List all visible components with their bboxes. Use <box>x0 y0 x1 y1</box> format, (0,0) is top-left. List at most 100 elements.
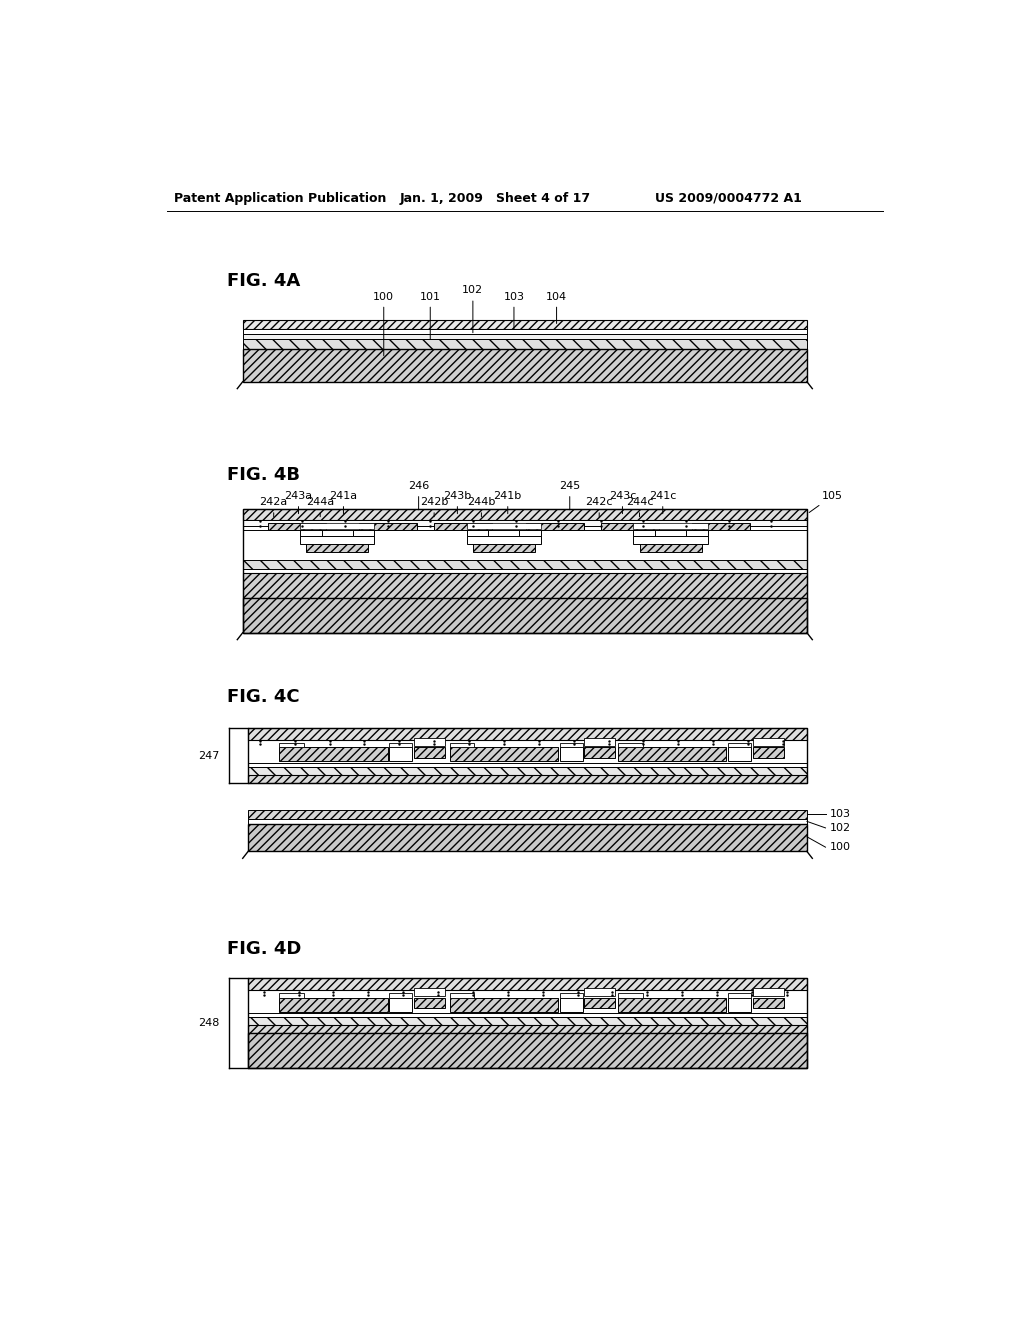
Bar <box>617 743 643 747</box>
Bar <box>450 998 558 1011</box>
Bar <box>640 544 701 552</box>
Bar <box>467 536 541 544</box>
Bar <box>280 747 388 762</box>
Bar <box>585 989 615 997</box>
Bar <box>306 544 369 552</box>
Bar <box>389 998 413 1011</box>
Text: 244b: 244b <box>467 498 496 516</box>
Text: FIG. 4A: FIG. 4A <box>227 272 300 290</box>
Text: US 2009/0004772 A1: US 2009/0004772 A1 <box>655 191 802 205</box>
Bar <box>519 531 541 536</box>
Bar <box>243 321 807 329</box>
Text: 104: 104 <box>546 292 567 323</box>
Bar <box>248 818 807 825</box>
Bar <box>248 1016 807 1026</box>
Bar <box>633 536 708 544</box>
Text: 242a: 242a <box>259 498 288 516</box>
Text: 103: 103 <box>829 809 850 820</box>
Bar <box>243 339 807 350</box>
Bar <box>585 747 615 758</box>
Bar <box>450 743 474 747</box>
Text: Patent Application Publication: Patent Application Publication <box>174 191 387 205</box>
Text: FIG. 4D: FIG. 4D <box>227 940 302 958</box>
Bar <box>248 1026 807 1034</box>
Text: 100: 100 <box>829 842 850 853</box>
Bar <box>692 523 751 531</box>
Bar <box>248 1034 807 1068</box>
Text: 244a: 244a <box>306 498 334 516</box>
Bar <box>728 993 751 998</box>
Bar <box>728 998 751 1011</box>
Text: 247: 247 <box>198 751 219 760</box>
Bar <box>243 334 807 339</box>
Bar <box>560 993 583 998</box>
Text: Jan. 1, 2009   Sheet 4 of 17: Jan. 1, 2009 Sheet 4 of 17 <box>399 191 591 205</box>
Bar <box>248 767 807 775</box>
Bar <box>300 531 322 536</box>
Bar <box>243 520 807 525</box>
Bar <box>243 598 807 632</box>
Bar <box>450 993 474 998</box>
Bar <box>248 978 807 990</box>
Bar <box>467 523 541 529</box>
Bar <box>753 738 783 746</box>
Text: 245: 245 <box>559 480 581 510</box>
Bar <box>300 536 375 544</box>
Bar <box>248 763 807 767</box>
Text: 241a: 241a <box>330 491 357 513</box>
Text: 243a: 243a <box>285 491 312 513</box>
Text: 242b: 242b <box>420 498 449 516</box>
Text: 243c: 243c <box>608 491 636 513</box>
Text: 102: 102 <box>829 822 851 833</box>
Bar <box>243 525 807 531</box>
Bar <box>728 747 751 762</box>
Bar <box>389 743 413 747</box>
Text: 246: 246 <box>408 480 429 510</box>
Bar <box>617 998 726 1011</box>
Bar <box>560 743 583 747</box>
Text: 244c: 244c <box>626 498 653 516</box>
Bar <box>300 523 375 529</box>
Bar <box>450 747 558 762</box>
Bar <box>601 523 658 531</box>
Bar <box>585 738 615 746</box>
Bar <box>359 523 417 531</box>
Bar <box>414 998 445 1008</box>
Text: 100: 100 <box>374 292 394 356</box>
Bar <box>414 738 445 746</box>
Bar <box>414 747 445 758</box>
Text: 103: 103 <box>504 292 524 329</box>
Bar <box>243 508 807 520</box>
Text: 248: 248 <box>198 1018 219 1028</box>
Bar <box>248 729 807 739</box>
Text: 243b: 243b <box>443 491 471 513</box>
Bar <box>248 825 807 851</box>
Text: 241c: 241c <box>649 491 677 513</box>
Bar <box>280 993 304 998</box>
Bar <box>753 747 783 758</box>
Bar <box>753 989 783 997</box>
Text: 242c: 242c <box>586 498 613 516</box>
Text: FIG. 4C: FIG. 4C <box>227 688 300 706</box>
Bar <box>248 1014 807 1016</box>
Bar <box>243 350 807 381</box>
Bar <box>467 531 488 536</box>
Bar <box>352 531 375 536</box>
Bar <box>617 747 726 762</box>
Text: 105: 105 <box>809 491 843 512</box>
Bar <box>414 989 445 997</box>
Bar <box>473 544 535 552</box>
Bar <box>243 560 807 569</box>
Bar <box>560 747 583 762</box>
Bar <box>248 775 807 783</box>
Bar <box>728 743 751 747</box>
Bar <box>633 523 708 529</box>
Bar <box>389 993 413 998</box>
Bar <box>525 523 584 531</box>
Bar <box>434 523 493 531</box>
Bar <box>248 729 807 783</box>
Bar <box>243 329 807 334</box>
Text: 241b: 241b <box>494 491 522 513</box>
Text: 101: 101 <box>420 292 440 339</box>
Bar <box>280 743 304 747</box>
